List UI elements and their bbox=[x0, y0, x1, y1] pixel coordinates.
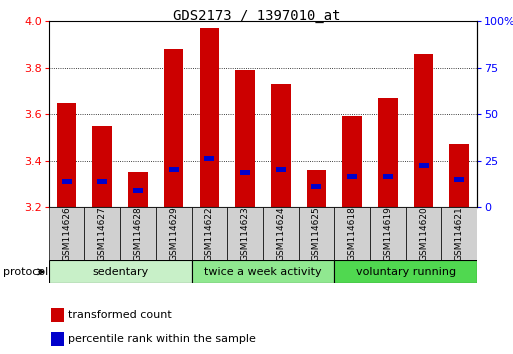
Bar bbox=[263, 207, 299, 260]
Bar bbox=[204, 156, 214, 161]
Bar bbox=[299, 207, 334, 260]
Bar bbox=[406, 207, 441, 260]
Bar bbox=[49, 207, 85, 260]
Bar bbox=[191, 207, 227, 260]
Bar bbox=[128, 172, 148, 207]
Bar bbox=[92, 126, 112, 207]
Bar bbox=[97, 179, 107, 184]
Bar bbox=[133, 188, 143, 193]
Bar bbox=[383, 174, 393, 179]
Text: GSM114621: GSM114621 bbox=[455, 206, 464, 261]
Bar bbox=[342, 116, 362, 207]
Bar bbox=[334, 260, 477, 283]
Bar bbox=[51, 332, 64, 346]
Text: GSM114620: GSM114620 bbox=[419, 206, 428, 261]
Text: transformed count: transformed count bbox=[68, 310, 172, 320]
Bar bbox=[49, 260, 191, 283]
Bar bbox=[449, 144, 469, 207]
Bar bbox=[120, 207, 156, 260]
Bar bbox=[85, 207, 120, 260]
Bar bbox=[164, 49, 184, 207]
Bar bbox=[378, 98, 398, 207]
Bar bbox=[156, 207, 191, 260]
Bar bbox=[169, 167, 179, 172]
Bar bbox=[51, 308, 64, 322]
Bar bbox=[271, 84, 290, 207]
Bar bbox=[57, 103, 76, 207]
Bar bbox=[227, 207, 263, 260]
Bar bbox=[334, 207, 370, 260]
Text: GSM114626: GSM114626 bbox=[62, 206, 71, 261]
Text: sedentary: sedentary bbox=[92, 267, 148, 277]
Bar bbox=[200, 28, 219, 207]
Text: percentile rank within the sample: percentile rank within the sample bbox=[68, 334, 256, 344]
Text: GSM114629: GSM114629 bbox=[169, 206, 178, 261]
Text: twice a week activity: twice a week activity bbox=[204, 267, 322, 277]
Bar bbox=[235, 70, 255, 207]
Text: GSM114618: GSM114618 bbox=[348, 206, 357, 261]
Bar bbox=[191, 260, 334, 283]
Text: GSM114623: GSM114623 bbox=[241, 206, 249, 261]
Text: GSM114619: GSM114619 bbox=[383, 206, 392, 261]
Bar bbox=[454, 177, 464, 182]
Bar bbox=[311, 184, 322, 189]
Bar bbox=[347, 174, 357, 179]
Text: protocol: protocol bbox=[3, 267, 48, 277]
Text: GSM114625: GSM114625 bbox=[312, 206, 321, 261]
Bar bbox=[62, 179, 72, 184]
Bar bbox=[276, 167, 286, 172]
Text: GSM114627: GSM114627 bbox=[98, 206, 107, 261]
Bar bbox=[307, 170, 326, 207]
Text: voluntary running: voluntary running bbox=[356, 267, 456, 277]
Text: GSM114624: GSM114624 bbox=[277, 206, 285, 261]
Text: GSM114628: GSM114628 bbox=[133, 206, 143, 261]
Bar bbox=[240, 170, 250, 175]
Text: GSM114622: GSM114622 bbox=[205, 206, 214, 261]
Bar bbox=[370, 207, 406, 260]
Bar bbox=[419, 163, 428, 168]
Bar bbox=[413, 54, 433, 207]
Bar bbox=[441, 207, 477, 260]
Text: GDS2173 / 1397010_at: GDS2173 / 1397010_at bbox=[173, 9, 340, 23]
